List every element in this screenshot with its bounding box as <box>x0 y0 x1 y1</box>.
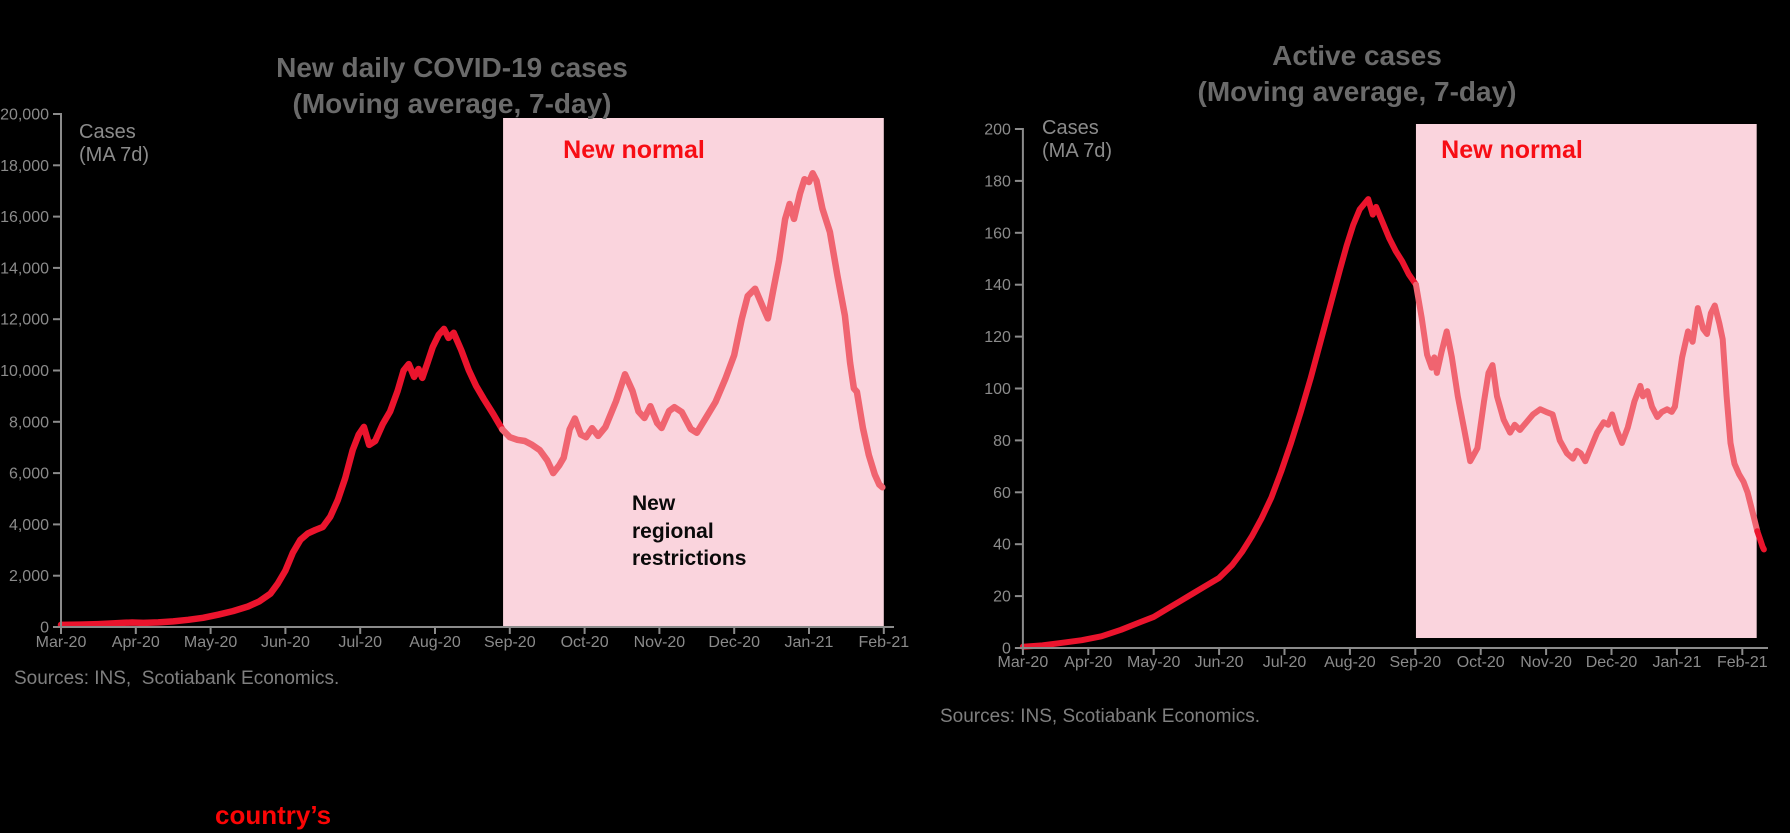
right-new-normal-label: New normal <box>1441 136 1583 164</box>
right-chart-subtitle: (Moving average, 7-day) <box>1197 76 1517 107</box>
left-chart-plot: 0 2,000 4,000 6,000 8,000 10,000 12,000 14,000 1… <box>0 107 909 652</box>
left-chart-subtitle: (Moving average, 7-day) <box>292 88 612 119</box>
svg-text:Mar-20: Mar-20 <box>998 654 1049 671</box>
left-chart-title: New daily COVID-19 cases (Moving average… <box>276 50 628 122</box>
right-chart-plot: 0 20 40 60 80 100 120 140 160 180 200 Mar-20 Apr-20 M… <box>984 122 1768 671</box>
svg-text:Nov-20: Nov-20 <box>1520 654 1572 671</box>
svg-text:120: 120 <box>984 329 1011 346</box>
svg-text:80: 80 <box>993 433 1011 450</box>
svg-text:4,000: 4,000 <box>9 517 49 534</box>
left-new-normal-label: New normal <box>563 136 705 164</box>
right-yaxis-note: Cases (MA 7d) <box>1042 117 1113 162</box>
svg-text:200: 200 <box>984 122 1011 139</box>
svg-text:Jul-20: Jul-20 <box>338 634 382 651</box>
svg-text:Dec-20: Dec-20 <box>1586 654 1638 671</box>
svg-text:Jun-20: Jun-20 <box>261 634 310 651</box>
svg-text:Jan-21: Jan-21 <box>785 634 834 651</box>
svg-text:Oct-20: Oct-20 <box>561 634 609 651</box>
right-chart-title: Active cases (Moving average, 7-day) <box>1198 38 1517 110</box>
svg-text:Jun-20: Jun-20 <box>1195 654 1244 671</box>
left-source-note: Sources: INS, Scotiabank Economics. <box>14 668 340 689</box>
svg-text:Oct-20: Oct-20 <box>1457 654 1505 671</box>
svg-text:0: 0 <box>1002 641 1011 658</box>
country-link[interactable]: country’s <box>215 800 331 833</box>
svg-text:140: 140 <box>984 277 1011 294</box>
right-chart-title-line1: Active cases <box>1272 40 1442 71</box>
svg-text:6,000: 6,000 <box>9 466 49 483</box>
svg-text:Jan-21: Jan-21 <box>1652 654 1701 671</box>
svg-text:Aug-20: Aug-20 <box>409 634 461 651</box>
svg-text:8,000: 8,000 <box>9 414 49 431</box>
svg-text:Mar-20: Mar-20 <box>36 634 87 651</box>
svg-text:Sep-20: Sep-20 <box>484 634 536 651</box>
svg-text:May-20: May-20 <box>1127 654 1180 671</box>
svg-text:2,000: 2,000 <box>9 568 49 585</box>
svg-text:10,000: 10,000 <box>0 363 49 380</box>
svg-text:18,000: 18,000 <box>0 158 49 175</box>
svg-text:Sep-20: Sep-20 <box>1390 654 1442 671</box>
svg-text:Jul-20: Jul-20 <box>1263 654 1307 671</box>
right-source-note: Sources: INS, Scotiabank Economics. <box>940 706 1260 727</box>
svg-text:40: 40 <box>993 537 1011 554</box>
svg-text:60: 60 <box>993 485 1011 502</box>
svg-text:Apr-20: Apr-20 <box>112 634 160 651</box>
svg-text:20,000: 20,000 <box>0 107 49 124</box>
svg-text:May-20: May-20 <box>184 634 237 651</box>
svg-text:100: 100 <box>984 381 1011 398</box>
svg-text:20: 20 <box>993 589 1011 606</box>
footer-text: country’s <box>215 782 331 833</box>
svg-text:Feb-21: Feb-21 <box>858 634 909 651</box>
svg-text:Apr-20: Apr-20 <box>1064 654 1112 671</box>
svg-text:16,000: 16,000 <box>0 209 49 226</box>
svg-text:Feb-21: Feb-21 <box>1717 654 1768 671</box>
svg-text:Aug-20: Aug-20 <box>1324 654 1376 671</box>
left-restrictions-annotation: New regional restrictions <box>632 492 747 570</box>
svg-text:160: 160 <box>984 225 1011 242</box>
svg-text:180: 180 <box>984 173 1011 190</box>
left-chart-title-line1: New daily COVID-19 cases <box>276 52 628 83</box>
svg-text:Nov-20: Nov-20 <box>634 634 686 651</box>
svg-text:14,000: 14,000 <box>0 260 49 277</box>
svg-text:Dec-20: Dec-20 <box>708 634 760 651</box>
svg-text:12,000: 12,000 <box>0 312 49 329</box>
left-yaxis-note: Cases (MA 7d) <box>79 121 150 166</box>
svg-text:0: 0 <box>40 620 49 637</box>
